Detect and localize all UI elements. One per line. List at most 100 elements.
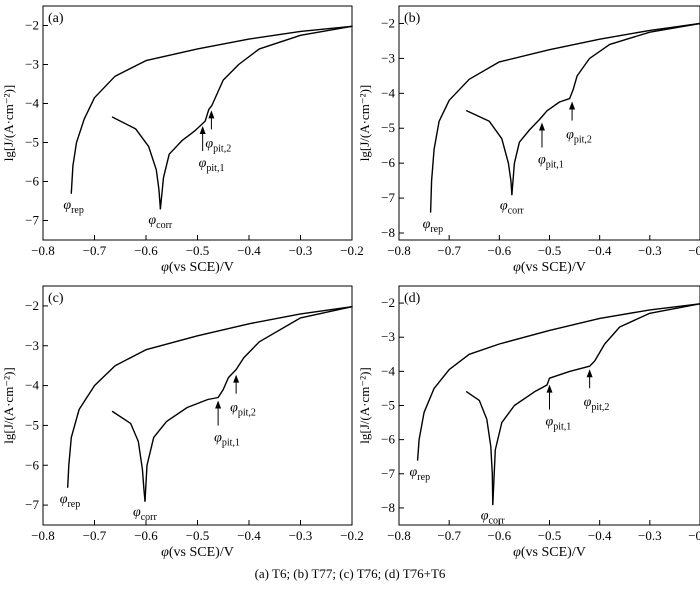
phi-corr-label: φcorr bbox=[481, 509, 506, 527]
chart-panel-c: −0.8 −0.7 −0.6 −0.5 −0.4 −0.3 −0.2 −7 −6 −5 −4 −3 −2… bbox=[1, 285, 364, 560]
plot-frame bbox=[42, 285, 353, 526]
pit-arrow-head bbox=[199, 126, 206, 134]
y-tick-label: −8 bbox=[381, 225, 395, 240]
pit-arrow-head bbox=[538, 122, 545, 131]
x-tick-label: −0.7 bbox=[437, 528, 461, 543]
x-tick-label: −0.2 bbox=[340, 528, 364, 543]
x-tick-label: −0.7 bbox=[83, 243, 107, 258]
polarization-curve-segment-2 bbox=[492, 303, 700, 506]
x-tick-label: −0.3 bbox=[638, 243, 662, 258]
x-tick-label: −0.7 bbox=[83, 528, 107, 543]
x-tick-label: −0.3 bbox=[638, 528, 662, 543]
x-tick-label: −0.8 bbox=[31, 243, 55, 258]
chart-panel-b: −0.8 −0.7 −0.6 −0.5 −0.4 −0.3 −0.2 −8 −7 −6 −5 −4 −3… bbox=[357, 5, 700, 275]
phi-pit1-label: φpit,1 bbox=[199, 156, 225, 174]
y-tick-label: −2 bbox=[381, 15, 395, 30]
x-tick-label: −0.8 bbox=[387, 243, 411, 258]
y-tick-label: −7 bbox=[381, 190, 395, 205]
polarization-curve-segment-2 bbox=[144, 306, 353, 502]
phi-rep-label: φrep bbox=[60, 492, 81, 510]
y-tick-label: −5 bbox=[381, 120, 395, 135]
y-tick-label: −5 bbox=[381, 398, 395, 413]
polarization-curve-segment-3 bbox=[416, 303, 700, 461]
polarization-curve-segment-3 bbox=[67, 306, 353, 488]
polarization-curve-segment-1 bbox=[466, 110, 513, 196]
x-tick-label: −0.4 bbox=[588, 243, 612, 258]
y-tick-label: −5 bbox=[25, 417, 39, 432]
y-tick-label: −7 bbox=[25, 213, 39, 228]
x-tick-label: −0.2 bbox=[340, 243, 364, 258]
pit-arrow-head bbox=[215, 400, 222, 409]
y-tick-label: −8 bbox=[381, 500, 395, 515]
y-axis-label: lg[J/(A·cm⁻²)] bbox=[1, 85, 16, 161]
panel-label: (c) bbox=[48, 291, 64, 306]
pit-arrow-head bbox=[233, 374, 240, 383]
plot-frame bbox=[398, 5, 700, 241]
polarization-curve-segment-1 bbox=[111, 116, 162, 210]
phi-pit2-label: φpit,2 bbox=[584, 395, 610, 413]
x-tick-label: −0.6 bbox=[488, 528, 512, 543]
y-tick-label: −2 bbox=[25, 18, 39, 33]
y-tick-label: −6 bbox=[381, 432, 395, 447]
y-tick-label: −6 bbox=[25, 457, 39, 472]
phi-pit1-label: φpit,1 bbox=[538, 153, 564, 171]
x-tick-label: −0.5 bbox=[186, 528, 210, 543]
polarization-curve-segment-3 bbox=[429, 22, 700, 213]
panel-label: (d) bbox=[404, 291, 421, 306]
panel-label: (b) bbox=[404, 11, 421, 26]
x-tick-label: −0.5 bbox=[538, 243, 562, 258]
y-tick-label: −6 bbox=[381, 155, 395, 170]
phi-corr-label: φcorr bbox=[133, 505, 158, 523]
phi-corr-label: φcorr bbox=[148, 213, 173, 231]
x-tick-label: −0.8 bbox=[387, 528, 411, 543]
polarization-curve-segment-1 bbox=[466, 391, 494, 506]
plot-frame bbox=[42, 5, 353, 241]
polarization-curve-segment-1 bbox=[111, 410, 146, 502]
x-tick-label: −0.6 bbox=[134, 528, 158, 543]
x-tick-label: −0.7 bbox=[437, 243, 461, 258]
phi-pit1-label: φpit,1 bbox=[214, 431, 240, 449]
panel-label: (a) bbox=[48, 11, 64, 26]
x-tick-label: −0.4 bbox=[237, 243, 261, 258]
pit-arrow-head bbox=[569, 101, 576, 110]
x-tick-label: −0.2 bbox=[688, 528, 700, 543]
y-tick-label: −5 bbox=[25, 135, 39, 150]
y-tick-label: −3 bbox=[381, 329, 395, 344]
y-tick-label: −2 bbox=[25, 298, 39, 313]
x-tick-label: −0.5 bbox=[186, 243, 210, 258]
phi-pit2-label: φpit,2 bbox=[230, 401, 256, 419]
x-axis-label: φ(vs SCE)/V bbox=[513, 260, 586, 275]
polarization-curve-segment-2 bbox=[159, 25, 353, 210]
y-tick-label: −3 bbox=[25, 57, 39, 72]
y-axis-label: lg[J/(A·cm⁻²)] bbox=[357, 367, 372, 443]
y-tick-label: −3 bbox=[25, 338, 39, 353]
phi-rep-label: φrep bbox=[63, 198, 84, 216]
phi-pit1-label: φpit,1 bbox=[546, 415, 572, 433]
x-tick-label: −0.6 bbox=[488, 243, 512, 258]
figure-caption: (a) T6; (b) T77; (c) T76; (d) T76+T6 bbox=[254, 566, 446, 581]
x-tick-label: −0.6 bbox=[134, 243, 158, 258]
phi-rep-label: φrep bbox=[423, 217, 444, 235]
chart-panel-a: −0.8 −0.7 −0.6 −0.5 −0.4 −0.3 −0.2 −7 −6 −5 −4 −3 −2… bbox=[1, 5, 364, 275]
x-tick-label: −0.4 bbox=[237, 528, 261, 543]
x-axis-label: φ(vs SCE)/V bbox=[513, 545, 586, 560]
x-tick-label: −0.3 bbox=[289, 528, 313, 543]
x-tick-label: −0.4 bbox=[588, 528, 612, 543]
x-tick-label: −0.8 bbox=[31, 528, 55, 543]
y-tick-label: −7 bbox=[381, 466, 395, 481]
y-tick-label: −4 bbox=[25, 96, 39, 111]
x-tick-label: −0.3 bbox=[289, 243, 313, 258]
y-tick-label: −4 bbox=[381, 363, 395, 378]
polarization-curve-segment-3 bbox=[70, 25, 353, 194]
x-tick-label: −0.2 bbox=[688, 243, 700, 258]
pit-arrow-head bbox=[546, 384, 553, 393]
y-tick-label: −4 bbox=[381, 85, 395, 100]
phi-pit2-label: φpit,2 bbox=[205, 136, 231, 154]
y-axis-label: lg[J/(A·cm⁻²)] bbox=[1, 367, 16, 443]
x-tick-label: −0.5 bbox=[538, 528, 562, 543]
x-axis-label: φ(vs SCE)/V bbox=[161, 545, 234, 560]
y-tick-label: −4 bbox=[25, 378, 39, 393]
chart-panel-d: −0.8 −0.7 −0.6 −0.5 −0.4 −0.3 −0.2 −8 −7 −6 −5 −4 −3… bbox=[357, 285, 700, 560]
y-tick-label: −7 bbox=[25, 497, 39, 512]
